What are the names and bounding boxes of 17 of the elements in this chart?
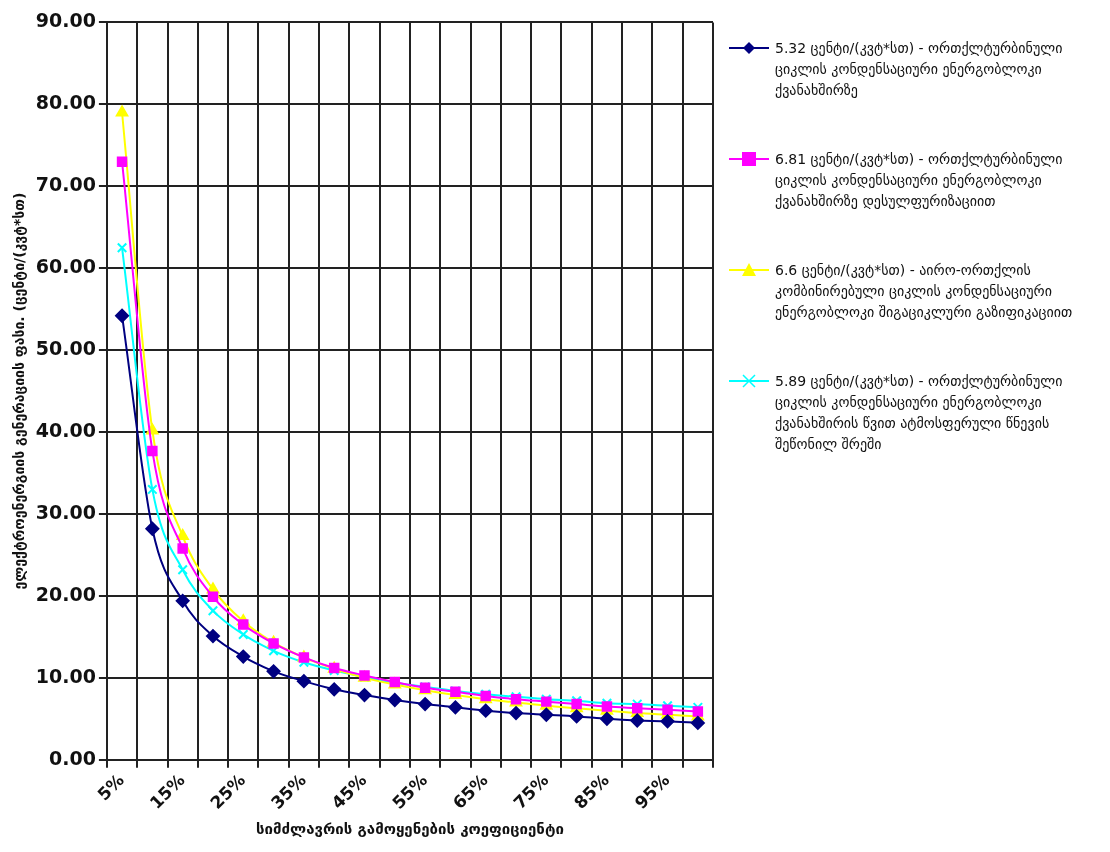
legend-label: 5.32 ცენტი/(კვტ*სთ) - ორთქლტურბინული ციკლის კონდენსაციური ენერგობლოკი ქვანახშირზე — [775, 39, 1064, 100]
y-tick-label: 80.00 — [35, 91, 96, 114]
y-tick-label: 30.00 — [35, 500, 96, 523]
y-tick-label: 0.00 — [49, 746, 96, 769]
legend-label: 6.81 ცენტი/(კვტ*სთ) - ორთქლტურბინული ციკლის კონდენსაციური ენერგობლოკი ქვანახშირზე დესულფურიზაციით — [775, 150, 1064, 211]
y-tick-label: 40.00 — [35, 419, 96, 442]
legend-label: 5.89 ცენტი/(კვტ*სთ) - ორთქლტურბინული ციკლის კონდენსაციური ენერგობლოკი ქვანახშირის წვით ატმოსფერული წნევის შეწონილ შრეში — [775, 372, 1064, 454]
y-tick-label: 50.00 — [35, 337, 96, 360]
legend-label: 6.6 ცენტი/(კვტ*სთ) - აირო-ორთქლის კომბინირებული ციკლის კონდენსაციური ენერგობლოკი შიგაციკლური გაზიფიკაციით — [775, 261, 1074, 322]
y-tick-label: 20.00 — [35, 582, 96, 605]
y-tick-label: 70.00 — [35, 173, 96, 196]
y-tick-label: 60.00 — [35, 255, 96, 278]
y-tick-label: 90.00 — [35, 9, 96, 32]
y-axis-title: ელექტროენერგიის გენერაციის ფასი. (ცენტი/(კვტ*სთ) — [11, 192, 28, 590]
x-axis-title: სიმძლავრის გამოყენების კოეფიციენტი — [256, 819, 564, 838]
y-tick-label: 10.00 — [35, 664, 96, 687]
x-tick-label: 5% — [93, 769, 129, 805]
